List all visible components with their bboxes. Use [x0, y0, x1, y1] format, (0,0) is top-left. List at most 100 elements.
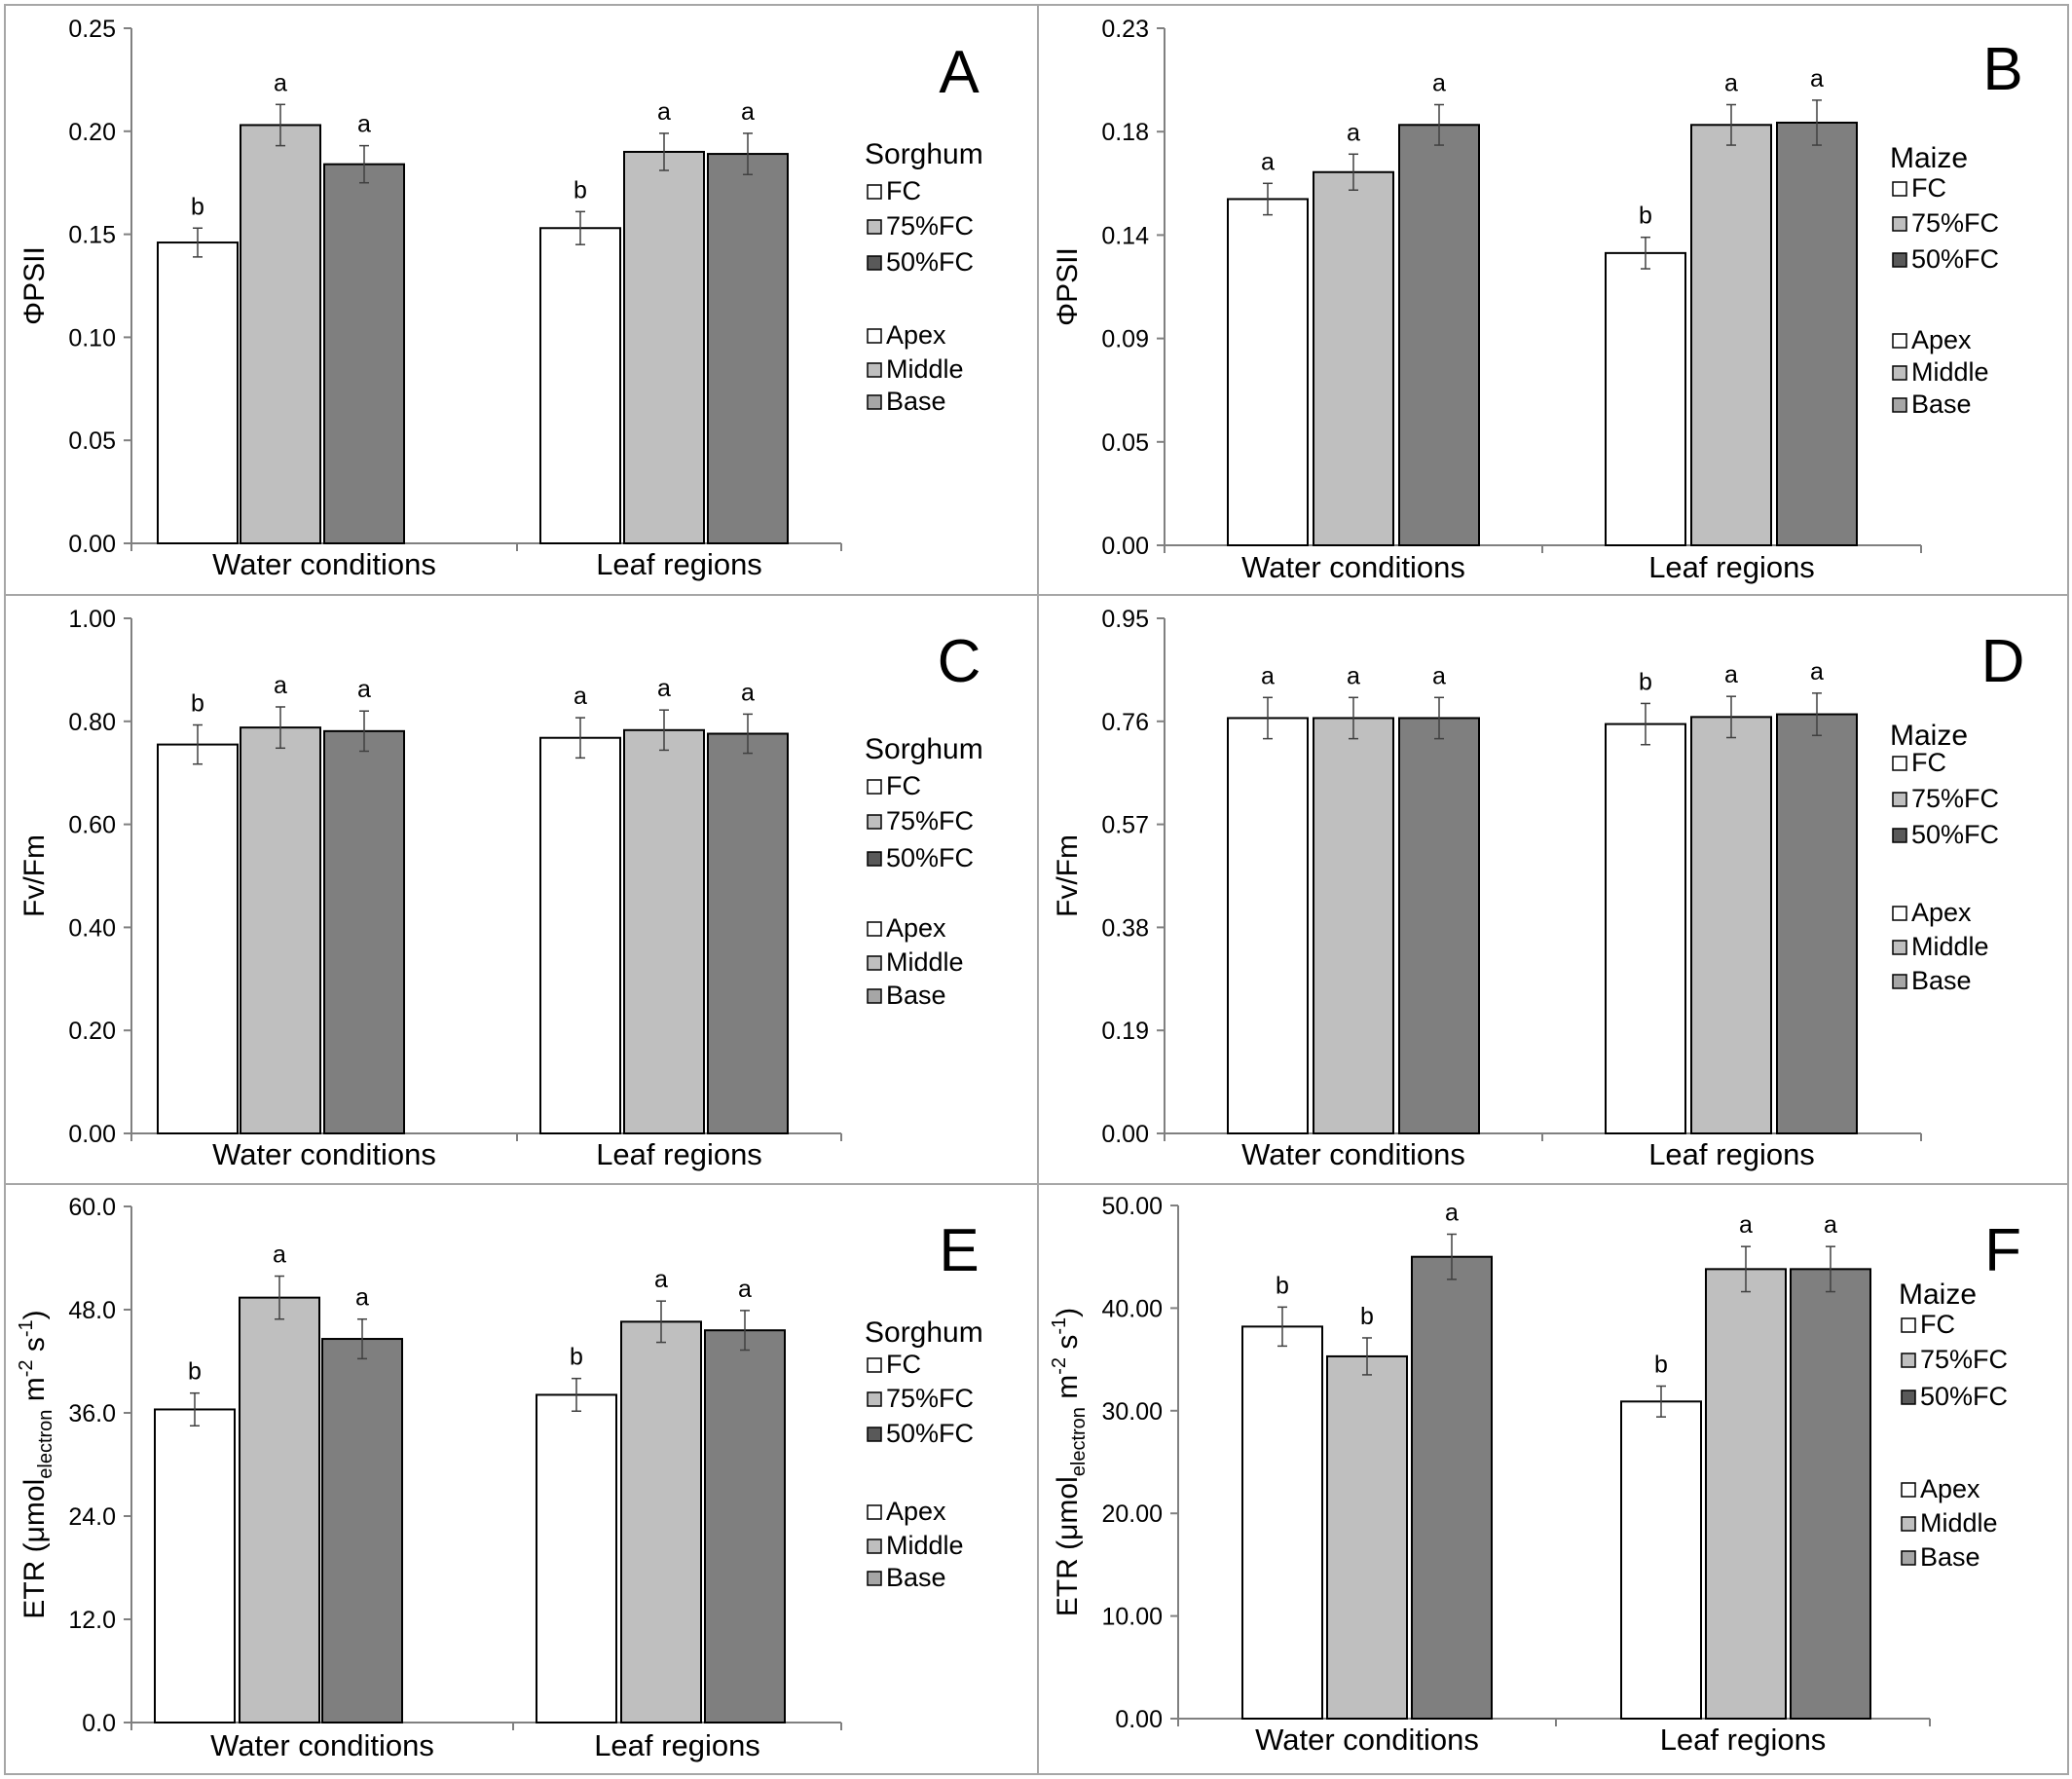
bar [620, 1320, 702, 1724]
chart-panel-A: 0.00 0.05 0.10 0.15 0.20 0.25 ΦPSII Water condi… [4, 4, 1039, 596]
significance-letter: a [1261, 662, 1275, 689]
y-tick-label: 0.14 [1101, 222, 1149, 249]
legend-title: Sorghum [865, 138, 983, 170]
y-tick-label: 20.00 [1101, 1501, 1163, 1528]
y-axis-label-part: m [1052, 1375, 1084, 1407]
bar [1690, 124, 1772, 546]
y-axis-label-part: m [18, 1377, 51, 1409]
significance-letter: a [741, 98, 755, 126]
bar [1398, 124, 1480, 546]
y-tick-label: 30.00 [1101, 1398, 1163, 1426]
significance-letter: a [1824, 1211, 1837, 1239]
legend-label: FC [1911, 173, 1946, 203]
y-axis-label-part: -1 [1049, 1317, 1070, 1335]
bar [1398, 717, 1480, 1134]
bar [707, 732, 789, 1134]
legend-label: 75%FC [1911, 784, 1999, 813]
y-axis-label-part: -2 [16, 1359, 37, 1377]
legend-label: 75%FC [1920, 1345, 2008, 1374]
panel-frame [1037, 4, 2069, 596]
y-tick-label: 50.00 [1101, 1193, 1163, 1220]
significance-letter: a [1445, 1200, 1459, 1227]
legend-swatch [1892, 216, 1907, 232]
legend-label: Apex [1920, 1474, 1980, 1503]
legend-swatch [867, 955, 882, 971]
y-axis-label-part: electron [1068, 1407, 1090, 1476]
legend-label: Apex [1911, 898, 1972, 927]
legend-label: Middle [1920, 1508, 1998, 1538]
legend-swatch [1892, 181, 1907, 197]
significance-letter: a [274, 69, 287, 96]
bar [1776, 121, 1858, 547]
legend-label: 75%FC [886, 806, 974, 835]
chart-panel-F: 0.00 10.00 20.00 30.00 40.00 50.00 ETR (μmolel… [1037, 1183, 2069, 1775]
y-tick-label: 0.80 [68, 709, 116, 736]
legend-swatch [1901, 1390, 1916, 1405]
legend-swatch [1892, 974, 1907, 989]
panel-letter: C [938, 628, 981, 695]
significance-letter: a [1432, 662, 1446, 689]
legend-swatch [1892, 756, 1907, 771]
bar [623, 150, 705, 545]
y-tick-label: 0.40 [68, 914, 116, 942]
significance-letter: a [654, 1266, 668, 1293]
legend-label: 75%FC [1911, 208, 1999, 238]
bar [239, 1296, 320, 1723]
y-tick-label: 0.19 [1101, 1018, 1149, 1045]
legend-swatch [1892, 828, 1907, 843]
significance-letter: b [1276, 1272, 1289, 1299]
legend-label: Apex [886, 913, 946, 943]
significance-letter: a [1432, 69, 1446, 96]
panel-frame [1037, 1183, 2069, 1775]
significance-letter: a [1724, 69, 1738, 96]
bar [1605, 251, 1686, 546]
y-tick-label: 0.15 [68, 222, 116, 249]
legend-label: FC [886, 176, 921, 205]
legend-swatch [867, 219, 882, 235]
y-tick-label: 48.0 [68, 1297, 116, 1324]
legend-swatch [867, 394, 882, 410]
significance-letter: a [355, 1284, 369, 1312]
legend-swatch [867, 814, 882, 830]
legend-title: Sorghum [865, 733, 983, 765]
y-tick-label: 0.20 [68, 119, 116, 146]
legend-swatch [1901, 1317, 1916, 1333]
chart-panel-B: 0.00 0.05 0.09 0.14 0.18 0.23 ΦPSII Water condi… [1037, 4, 2069, 596]
significance-letter: b [188, 1358, 202, 1386]
y-tick-label: 10.00 [1101, 1604, 1163, 1631]
legend-label: Middle [886, 1531, 964, 1560]
bar [704, 1329, 786, 1723]
x-category-label: Leaf regions [596, 547, 762, 581]
y-tick-label: 40.00 [1101, 1295, 1163, 1322]
legend-swatch [1892, 333, 1907, 349]
significance-letter: b [191, 193, 204, 220]
chart-panel-C: 0.00 0.20 0.40 0.60 0.80 1.00 Fv/Fm Water condi… [4, 594, 1039, 1185]
y-axis-label-part: s [18, 1337, 51, 1359]
bar [707, 153, 789, 545]
x-category-label: Water conditions [210, 1728, 434, 1762]
legend-label: Base [1911, 966, 1972, 995]
legend-swatch [1892, 397, 1907, 413]
y-tick-label: 0.00 [1101, 533, 1149, 560]
bar [1690, 716, 1772, 1134]
legend-title: Maize [1890, 720, 1968, 752]
legend-swatch [867, 1427, 882, 1442]
legend-label: 50%FC [886, 1419, 974, 1448]
panel-letter: B [1982, 36, 2022, 103]
legend-title: Maize [1899, 1279, 1977, 1311]
significance-letter: a [1347, 662, 1360, 689]
bar [321, 1338, 403, 1723]
y-axis-label: Fv/Fm [18, 834, 51, 917]
legend-label: Base [1920, 1542, 1980, 1572]
y-axis-label-part: ) [18, 1310, 51, 1319]
panel-letter: E [939, 1217, 979, 1284]
bar [323, 163, 405, 544]
legend-swatch [1892, 906, 1907, 921]
y-tick-label: 36.0 [68, 1400, 116, 1427]
